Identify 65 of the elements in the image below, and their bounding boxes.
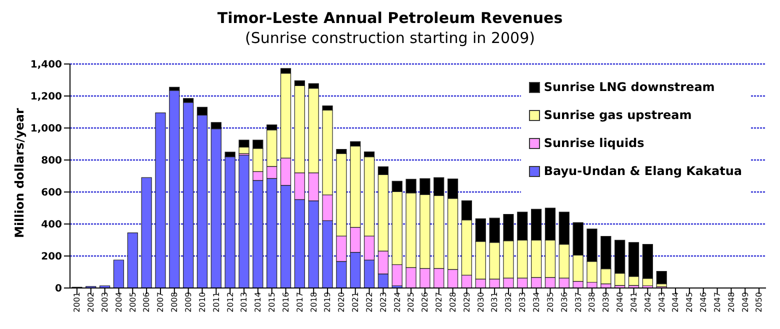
x-tick-label: 2033	[518, 292, 528, 312]
x-tick-label: 2028	[448, 292, 458, 312]
x-tick-label: 2021	[351, 292, 360, 312]
x-tick-label: 2010	[198, 292, 207, 312]
x-tick-label: 2049	[740, 292, 750, 312]
x-tick-label: 2015	[268, 292, 277, 312]
x-tick-label: 2036	[560, 292, 569, 312]
x-tick-label: 2029	[462, 292, 472, 312]
x-tick-label: 2013	[240, 292, 249, 312]
x-tick-label: 2020	[337, 292, 346, 312]
x-tick-label: 2009	[184, 292, 193, 312]
x-tick-label: 2022	[364, 292, 374, 312]
x-tick-label: 2005	[128, 292, 138, 312]
x-tick-label: 2032	[504, 292, 514, 312]
y-axis-title: Million dollars/year	[12, 108, 26, 238]
x-tick-label: 2003	[100, 292, 110, 312]
x-tick-label: 2004	[114, 292, 124, 312]
x-tick-label: 2007	[156, 292, 166, 312]
y-tick-label: 400	[41, 220, 62, 231]
x-tick-label: 2047	[712, 292, 722, 312]
x-tick-label: 2018	[309, 292, 318, 312]
chart-title: Timor-Leste Annual Petroleum Revenues	[216, 8, 564, 28]
x-tick-label: 2046	[699, 292, 708, 312]
x-tick-label: 2025	[406, 292, 416, 312]
x-tick-label: 2017	[295, 292, 304, 312]
x-tick-label: 2008	[170, 292, 180, 312]
x-tick-label: 2037	[574, 292, 583, 312]
x-tick-label: 2027	[434, 292, 444, 312]
chart-subtitle: (Sunrise construction starting in 2009)	[244, 28, 536, 48]
y-tick-label: 1,400	[30, 60, 62, 71]
legend-label: Sunrise gas upstream	[544, 108, 692, 122]
x-tick-label: 2026	[420, 292, 430, 312]
x-tick-label: 2048	[726, 292, 736, 312]
legend-label: Sunrise LNG downstream	[544, 80, 715, 94]
y-tick-label: 0	[55, 284, 62, 295]
x-tick-label: 2050	[754, 292, 764, 312]
x-tick-label: 2034	[532, 292, 541, 312]
y-tick-label: 600	[41, 188, 62, 199]
x-tick-label: 2001	[72, 292, 82, 312]
x-tick-label: 2039	[602, 292, 611, 312]
x-tick-label: 2016	[281, 292, 290, 312]
x-tick-label: 2031	[490, 292, 500, 312]
y-tick-label: 200	[41, 252, 62, 263]
legend-label: Sunrise liquids	[544, 136, 644, 150]
x-tick-label: 2014	[254, 292, 263, 312]
x-tick-label: 2011	[212, 292, 221, 312]
x-tick-label: 2045	[685, 292, 694, 312]
x-tick-label: 2035	[546, 292, 555, 312]
x-tick-label: 2043	[657, 292, 666, 312]
x-tick-label: 2024	[392, 292, 402, 312]
x-tick-label: 2044	[671, 292, 680, 312]
x-tick-label: 2041	[629, 292, 638, 312]
x-tick-label: 2038	[588, 292, 597, 312]
y-tick-label: 800	[41, 156, 62, 167]
x-tick-label: 2019	[323, 292, 332, 312]
x-tick-label: 2030	[476, 292, 486, 312]
x-tick-label: 2006	[142, 292, 152, 312]
x-tick-label: 2023	[378, 292, 388, 312]
x-tick-label: 2042	[643, 292, 652, 312]
x-tick-label: 2012	[226, 292, 235, 312]
y-tick-label: 1,200	[30, 92, 62, 103]
x-tick-label: 2040	[616, 292, 625, 312]
legend-label: Bayu-Undan & Elang Kakatua	[544, 164, 742, 178]
y-tick-label: 1,000	[30, 124, 62, 135]
x-tick-label: 2002	[86, 292, 96, 312]
